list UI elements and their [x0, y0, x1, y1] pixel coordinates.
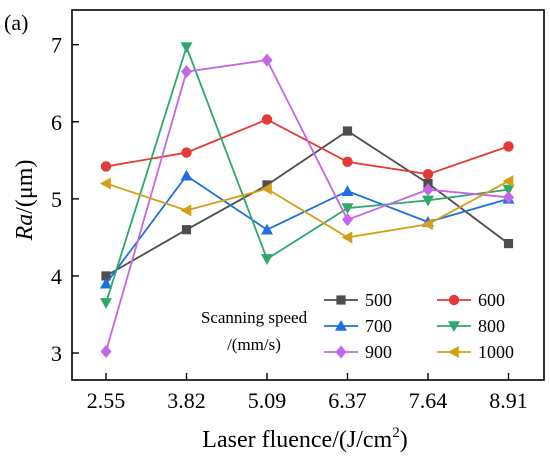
- series-900-point: [422, 183, 434, 197]
- legend-item-700-label: 700: [365, 316, 392, 336]
- legend-item-500: 500: [324, 290, 392, 310]
- series-900: [100, 53, 514, 358]
- x-tick-label: 5.09: [248, 388, 287, 413]
- series-500-point: [503, 238, 514, 249]
- series-700-point: [341, 185, 354, 196]
- legend-item-700-marker: [335, 320, 347, 331]
- legend-item-1000-label: 1000: [478, 342, 514, 362]
- series-1000-point: [261, 182, 272, 195]
- x-tick-label: 3.82: [167, 388, 206, 413]
- x-axis-title-sup: 2: [392, 425, 400, 441]
- legend-item-600-marker: [448, 294, 460, 306]
- series-700-point: [261, 223, 273, 235]
- series-1000-point: [180, 204, 192, 217]
- legend-item-900-marker: [335, 345, 347, 359]
- y-tick-label: 4: [51, 264, 62, 289]
- series-500-line: [105, 129, 510, 277]
- legend-title-line2: /(mm/s): [227, 335, 281, 354]
- series-1000-point: [341, 231, 353, 244]
- series-1000-point: [100, 177, 111, 190]
- series-600-point: [100, 161, 112, 172]
- legend-item-600-label: 600: [478, 290, 505, 310]
- legend-item-600: 600: [437, 290, 505, 310]
- svg-text:Ra/(μm): Ra/(μm): [12, 160, 38, 242]
- x-axis-title: Laser fluence/(J/cm2): [202, 425, 407, 453]
- legend-item-1000: 1000: [437, 342, 514, 362]
- legend: Scanning speed /(mm/s) 500 600 700 800 900 10…: [201, 290, 514, 362]
- y-tick-label: 3: [51, 341, 62, 366]
- legend-title-line1: Scanning speed: [201, 308, 308, 327]
- x-tick-label: 8.91: [489, 388, 528, 413]
- y-tick-label: 7: [51, 33, 62, 58]
- legend-item-900-label: 900: [365, 342, 392, 362]
- series-900-point: [261, 53, 273, 67]
- series-500-point: [262, 180, 272, 190]
- legend-item-500-marker: [336, 295, 346, 305]
- panel-label: (a): [4, 10, 28, 35]
- legend-item-800-label: 800: [478, 316, 505, 336]
- series-900-point: [181, 65, 192, 79]
- series-900-point: [503, 190, 514, 204]
- legend-item-800: 800: [437, 316, 505, 336]
- legend-item-700: 700: [324, 316, 392, 336]
- series-500-point: [342, 126, 353, 136]
- x-axis-title-end: ): [400, 427, 408, 453]
- series-700-line: [105, 174, 509, 285]
- y-axis-title-unit: /(μm): [12, 160, 38, 214]
- series-800-point: [261, 254, 273, 265]
- x-tick-label: 7.64: [409, 388, 448, 413]
- series-800-point: [341, 203, 354, 215]
- series-600-point: [181, 147, 192, 158]
- series-700: [100, 169, 515, 289]
- y-tick-label: 5: [51, 187, 62, 212]
- x-axis-title-main: Laser fluence/(J/cm: [202, 427, 392, 453]
- series-600-point: [261, 114, 273, 125]
- legend-item-500-label: 500: [365, 290, 392, 310]
- y-tick-label: 6: [51, 110, 62, 135]
- series-800: [100, 42, 515, 309]
- series-1000-point: [502, 175, 514, 188]
- series-700-point: [100, 277, 112, 289]
- series-800-point: [180, 42, 193, 53]
- y-axis-title-italic: Ra: [12, 214, 38, 242]
- series-800-point: [100, 298, 112, 309]
- plot-area: 2.55 3.82 5.09 6.37 7.64 8.91 3 4 5 6 7: [51, 9, 545, 413]
- legend-item-800-marker: [448, 321, 460, 332]
- series-500-point: [181, 225, 192, 235]
- series-600-line: [105, 118, 509, 176]
- series-800-point: [502, 184, 515, 196]
- series-500-point: [101, 271, 111, 281]
- series-1000-line: [105, 180, 509, 239]
- y-axis-title: Ra/(μm): [12, 160, 38, 242]
- series-1000-point: [422, 218, 433, 231]
- series-800-point: [422, 195, 434, 207]
- series-1000: [100, 175, 514, 244]
- legend-item-900: 900: [324, 342, 392, 362]
- series-600-point: [503, 141, 514, 152]
- series-600-point: [422, 168, 434, 180]
- series-600-point: [342, 156, 353, 168]
- x-tick-label: 2.55: [87, 388, 126, 413]
- series-900-line: [105, 59, 509, 352]
- series-800-line: [105, 44, 509, 304]
- plot-frame: [71, 9, 545, 381]
- series-900-point: [100, 344, 112, 358]
- legend-item-1000-marker: [448, 346, 459, 358]
- series-700-point: [180, 169, 193, 181]
- x-tick-label: 6.37: [328, 388, 367, 413]
- series-900-point: [342, 213, 353, 227]
